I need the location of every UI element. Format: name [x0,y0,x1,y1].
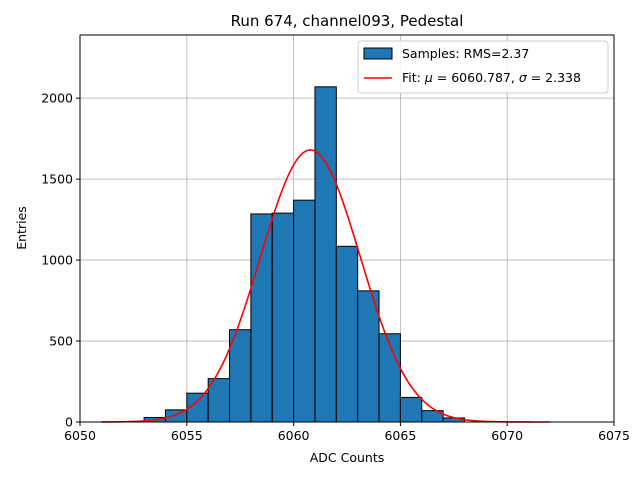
y-tick-label: 2000 [41,91,73,106]
legend-fit-mu-symbol: μ [424,70,433,85]
fit-curve [101,149,550,423]
histogram-bar [293,199,316,423]
legend-fit-label: Fit: μ = 6060.787, σ = 2.338 [402,70,581,85]
chart-title: Run 674, channel093, Pedestal [231,12,464,30]
plot-frame [79,34,615,423]
x-tick-label: 6050 [64,428,96,443]
legend: Samples: RMS=2.37 Fit: μ = 6060.787, σ =… [357,40,609,94]
legend-fit-middle: = 6060.787, [433,70,519,85]
x-tick-label: 6065 [384,428,416,443]
x-tick-label: 6060 [278,428,310,443]
histogram-bar [399,396,423,423]
histogram-bar [250,213,273,423]
legend-samples-label: Samples: RMS=2.37 [402,46,529,61]
x-tick-label: 6070 [491,428,523,443]
y-axis-label: Entries [14,206,29,250]
x-tick-label: 6075 [598,428,630,443]
legend-box [357,40,609,94]
legend-fit-sigma-symbol: σ [519,70,528,85]
histogram-bar [314,86,337,423]
y-tick-label: 0 [65,415,73,430]
y-tick-label: 1500 [41,172,73,187]
legend-fit-prefix: Fit: [402,70,425,85]
legend-fit-suffix: = 2.338 [527,70,581,85]
y-tick-label: 500 [49,334,73,349]
histogram-bar [357,290,380,423]
histogram-bar [335,245,359,423]
histogram-bars [143,86,465,423]
legend-samples-swatch [363,47,393,60]
y-tick-label: 1000 [41,253,73,268]
axis-ticks: 6050 6055 6060 6065 6070 6075 0 500 1000 1500 2000 [41,91,630,443]
x-tick-label: 6055 [171,428,203,443]
histogram-bar [271,212,295,423]
histogram-bar [229,329,252,423]
x-axis-label: ADC Counts [310,450,385,465]
